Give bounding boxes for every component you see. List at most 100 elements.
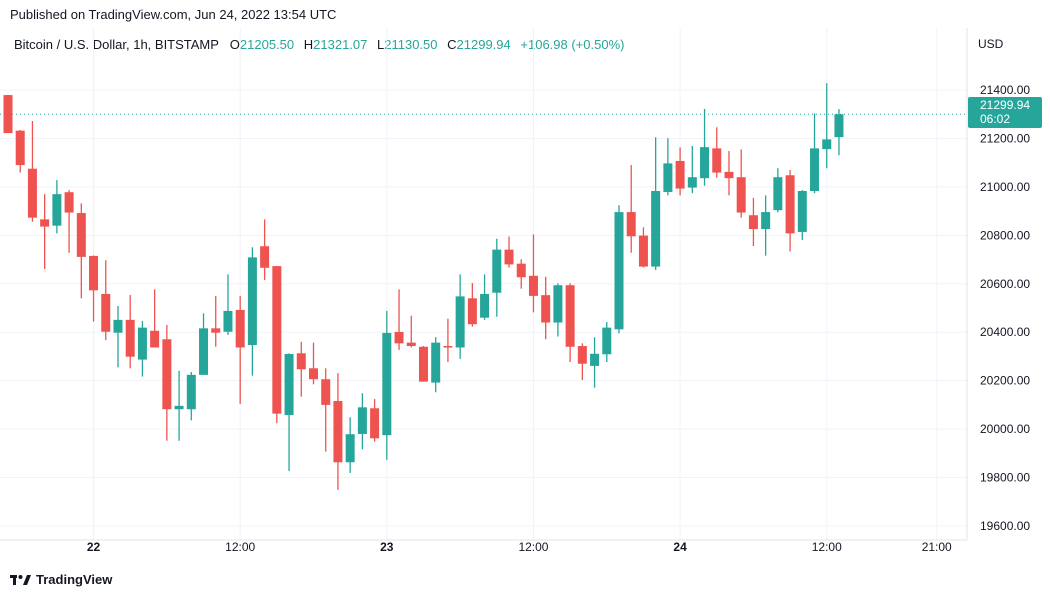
candle	[199, 313, 209, 375]
candle-body	[455, 296, 465, 348]
candle-body	[663, 163, 673, 192]
candle	[638, 227, 648, 268]
candle	[309, 342, 318, 385]
candle	[577, 343, 587, 380]
candle-body	[785, 175, 795, 234]
candle	[137, 321, 147, 377]
candle-body	[675, 160, 685, 189]
price-tick-label: 21400.00	[980, 83, 1030, 97]
time-tick-label: 24	[673, 540, 687, 554]
candle	[394, 289, 404, 350]
candle	[565, 283, 575, 363]
candle	[822, 83, 832, 169]
candle	[174, 370, 184, 441]
time-tick-label: 12:00	[518, 540, 548, 554]
candle	[345, 417, 355, 473]
open-value: 21205.50	[239, 37, 295, 52]
candle-body	[638, 235, 648, 267]
candle	[602, 322, 612, 363]
candle	[296, 341, 306, 397]
candle-body	[565, 285, 575, 347]
candle-body	[357, 407, 367, 434]
last-price-tag: 21299.94 06:02	[968, 97, 1042, 128]
candle-body	[52, 194, 62, 226]
candle	[211, 295, 221, 347]
candle-body	[810, 148, 820, 192]
candle-body	[101, 293, 111, 332]
price-axis[interactable]: 19600.00 19800.00 20000.00 20200.00 20400.00…	[980, 83, 1030, 533]
candle	[125, 294, 135, 369]
candle	[113, 306, 123, 368]
candle	[687, 145, 697, 194]
candle-body	[724, 171, 734, 179]
candles	[3, 83, 844, 490]
candle	[541, 276, 551, 340]
candle	[15, 129, 25, 173]
bar-countdown: 06:02	[980, 112, 1011, 126]
candle	[52, 180, 62, 234]
candle	[492, 238, 502, 317]
candle	[247, 247, 257, 376]
candle-body	[284, 354, 294, 416]
candle	[101, 260, 111, 341]
high-value: 21321.07	[313, 37, 368, 52]
symbol-legend: Bitcoin / U.S. Dollar, 1h, BITSTAMP O212…	[14, 37, 630, 52]
candle-body	[199, 328, 209, 375]
candle-body	[748, 215, 758, 230]
candle-body	[223, 310, 233, 332]
candle	[773, 168, 783, 213]
candle-body	[761, 212, 771, 230]
candle-body	[27, 168, 37, 218]
candle-body	[431, 342, 441, 383]
open-label: O	[229, 37, 240, 52]
candle-body	[137, 327, 147, 360]
time-tick-label: 22	[87, 540, 101, 554]
price-tick-label: 21200.00	[980, 131, 1030, 145]
candle	[528, 234, 538, 313]
candle-body	[406, 342, 416, 347]
candle-body	[418, 346, 428, 382]
candle-body	[541, 295, 551, 323]
tradingview-brand[interactable]: TradingView	[36, 572, 113, 587]
candle	[186, 371, 196, 421]
candle	[40, 194, 50, 270]
change-value: +106.98 (+0.50%)	[520, 37, 625, 52]
candle-body	[174, 405, 184, 410]
time-tick-label: 12:00	[225, 540, 255, 554]
time-axis[interactable]: 22 12:00 23 12:00 24 12:00 21:00	[87, 540, 952, 554]
candle-body	[492, 249, 502, 293]
candle-body	[736, 177, 746, 213]
candle-body	[296, 353, 306, 370]
candle	[675, 147, 685, 196]
candle-body	[590, 353, 600, 366]
candle	[626, 165, 636, 253]
candle-body	[834, 114, 844, 138]
candle	[700, 108, 710, 186]
candle-body	[186, 374, 196, 410]
symbol-title[interactable]: Bitcoin / U.S. Dollar, 1h, BITSTAMP	[14, 37, 219, 52]
price-tick-label: 19800.00	[980, 471, 1030, 485]
tradingview-logo-icon	[10, 574, 31, 585]
candle-body	[321, 379, 331, 405]
candle	[614, 205, 624, 334]
price-tick-label: 20400.00	[980, 325, 1030, 339]
candle	[553, 283, 563, 337]
candle	[150, 289, 160, 348]
candle-body	[797, 191, 807, 232]
candle	[382, 310, 392, 460]
candle-body	[394, 331, 404, 344]
candle-body	[614, 212, 624, 330]
candle	[590, 337, 600, 388]
candle	[223, 274, 233, 335]
last-price-value: 21299.94	[980, 98, 1031, 112]
candle-body	[309, 368, 318, 380]
candle	[651, 137, 661, 270]
candle-body	[577, 346, 587, 364]
candle-body	[651, 191, 661, 267]
candle-body	[272, 266, 282, 414]
price-tick-label: 20200.00	[980, 374, 1030, 388]
candle	[27, 121, 37, 222]
candle	[480, 274, 490, 320]
candle-body	[162, 339, 172, 410]
